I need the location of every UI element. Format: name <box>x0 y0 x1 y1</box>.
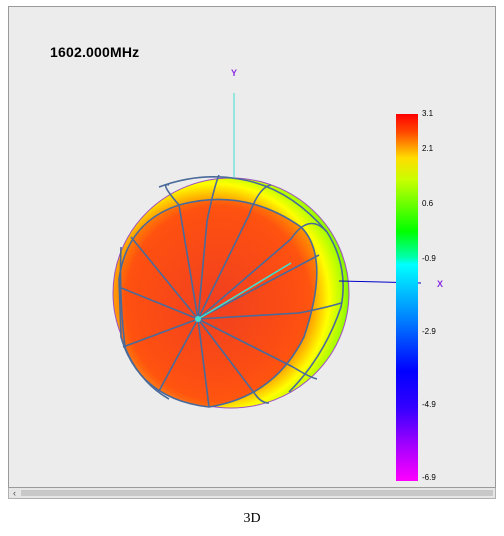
pattern-center-ray <box>197 262 292 320</box>
colorbar-tick: -0.9 <box>422 254 436 263</box>
x-axis-label: X <box>437 279 444 289</box>
colorbar-tick: -2.9 <box>422 327 436 336</box>
colorbar-tick: 2.1 <box>422 144 434 153</box>
y-axis-label: Y <box>231 68 238 78</box>
colorbar-tick: -6.9 <box>422 473 436 482</box>
colorbar-tick: -4.9 <box>422 400 436 409</box>
horizontal-scrollbar[interactable]: ‹ <box>8 488 496 499</box>
radiation-pattern-3d[interactable] <box>9 7 496 488</box>
pattern-mesh <box>118 174 344 408</box>
colorbar-tick: 0.6 <box>422 199 434 208</box>
color-scale-bar <box>396 114 418 481</box>
frequency-label: 1602.000MHz <box>50 44 140 60</box>
figure-caption: 3D <box>243 511 261 526</box>
3d-pattern-viewport[interactable]: 1602.000MHz <box>8 6 496 488</box>
pattern-front-face <box>119 199 317 407</box>
scroll-thumb[interactable] <box>21 490 493 496</box>
scroll-left-arrow-icon[interactable]: ‹ <box>13 488 16 498</box>
colorbar-tick: 3.1 <box>422 109 434 118</box>
